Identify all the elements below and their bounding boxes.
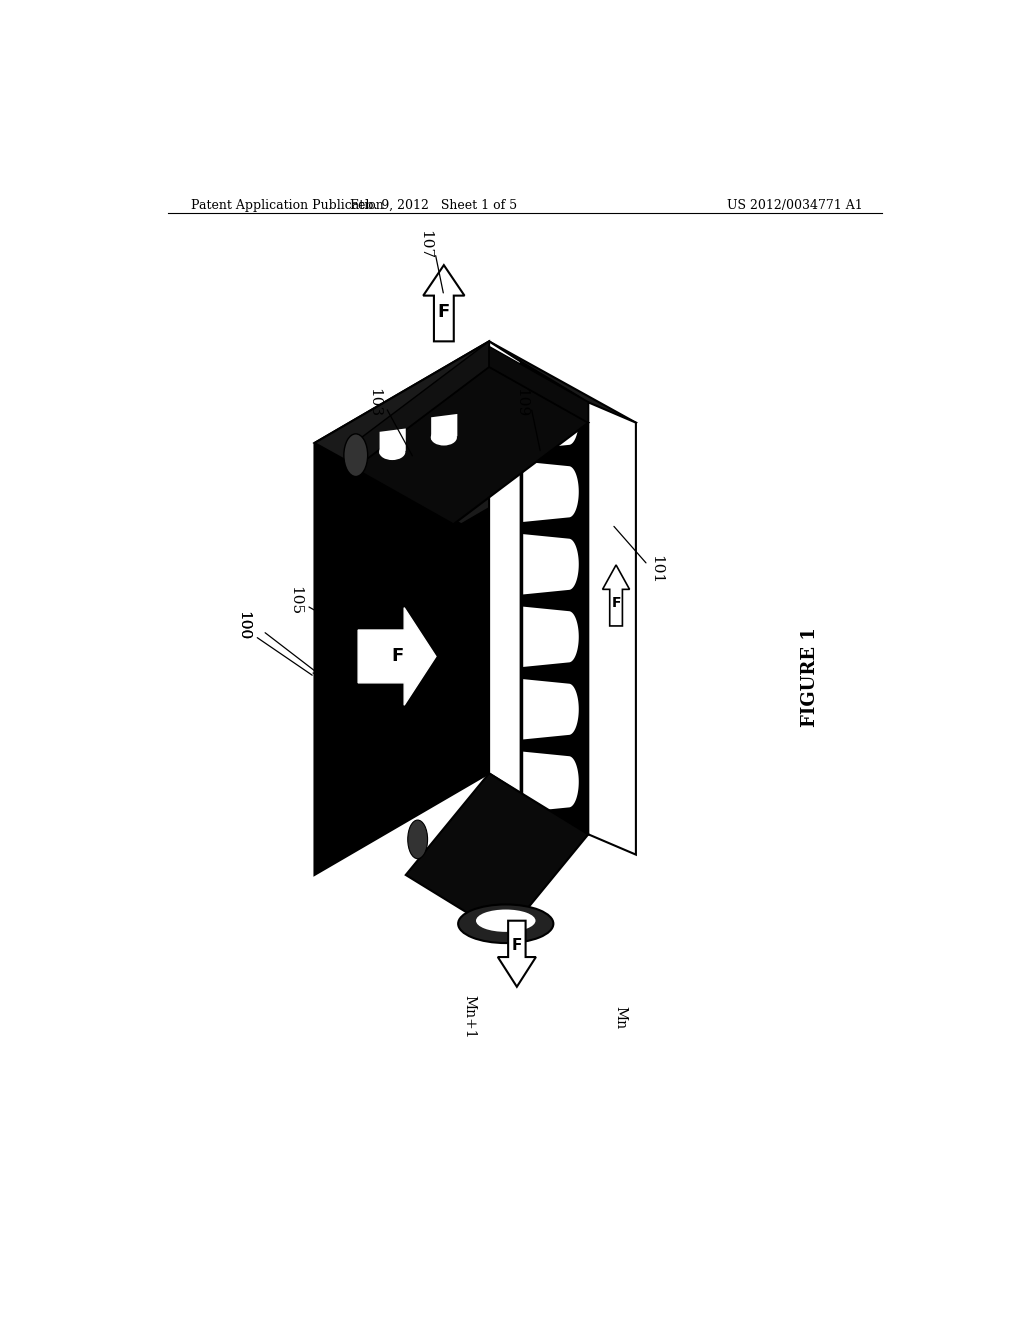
Polygon shape bbox=[314, 342, 489, 875]
Polygon shape bbox=[358, 607, 436, 705]
Polygon shape bbox=[354, 367, 588, 524]
Ellipse shape bbox=[476, 909, 536, 932]
Text: F: F bbox=[512, 939, 522, 953]
Text: Feb. 9, 2012   Sheet 1 of 5: Feb. 9, 2012 Sheet 1 of 5 bbox=[350, 199, 517, 213]
Text: FIGURE 1: FIGURE 1 bbox=[802, 627, 819, 726]
Polygon shape bbox=[602, 565, 630, 626]
Polygon shape bbox=[380, 429, 406, 454]
Text: 103: 103 bbox=[367, 388, 381, 417]
Polygon shape bbox=[521, 362, 588, 834]
Polygon shape bbox=[523, 678, 579, 739]
Ellipse shape bbox=[431, 429, 457, 446]
Polygon shape bbox=[523, 751, 579, 812]
Text: Via n+1: Via n+1 bbox=[550, 688, 560, 727]
Text: US 2012/0034771 A1: US 2012/0034771 A1 bbox=[727, 199, 863, 213]
Polygon shape bbox=[314, 342, 636, 524]
Text: 101: 101 bbox=[649, 556, 663, 585]
Text: Mn: Mn bbox=[613, 1006, 627, 1028]
Polygon shape bbox=[431, 414, 458, 440]
Text: Patent Application Publication: Patent Application Publication bbox=[191, 199, 384, 213]
Ellipse shape bbox=[408, 820, 428, 859]
Text: 100: 100 bbox=[237, 611, 250, 640]
Polygon shape bbox=[406, 774, 588, 936]
Polygon shape bbox=[523, 535, 579, 594]
Text: F: F bbox=[611, 595, 621, 610]
Polygon shape bbox=[523, 389, 579, 449]
Polygon shape bbox=[489, 342, 521, 793]
Polygon shape bbox=[498, 921, 536, 987]
Polygon shape bbox=[523, 462, 579, 521]
Polygon shape bbox=[354, 342, 489, 469]
Polygon shape bbox=[423, 265, 465, 342]
Ellipse shape bbox=[344, 434, 368, 477]
Text: 107: 107 bbox=[419, 230, 432, 259]
Text: F: F bbox=[392, 647, 403, 665]
Text: 100: 100 bbox=[237, 611, 250, 640]
Polygon shape bbox=[523, 607, 579, 667]
Text: 109: 109 bbox=[514, 388, 527, 417]
Polygon shape bbox=[588, 403, 636, 854]
Ellipse shape bbox=[379, 444, 406, 461]
Text: 105: 105 bbox=[288, 586, 302, 615]
Polygon shape bbox=[489, 346, 588, 422]
Ellipse shape bbox=[458, 904, 553, 942]
Text: F: F bbox=[437, 304, 450, 321]
Text: Mn+1: Mn+1 bbox=[462, 995, 476, 1039]
